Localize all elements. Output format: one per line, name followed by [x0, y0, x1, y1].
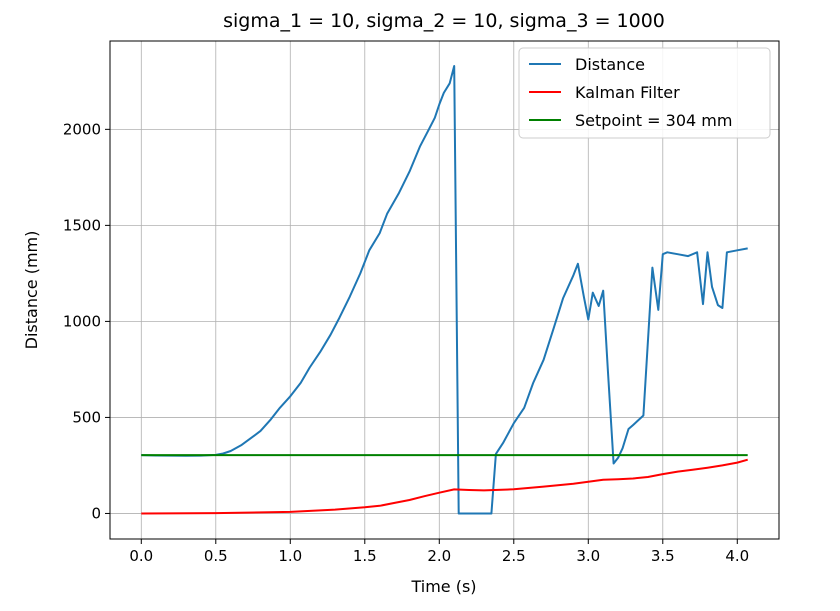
x-axis-label: Time (s) [410, 577, 476, 596]
y-axis-label: Distance (mm) [22, 231, 41, 350]
x-tick-label: 1.0 [278, 547, 302, 565]
x-tick-label: 0.5 [204, 547, 228, 565]
x-tick-label: 4.0 [725, 547, 749, 565]
x-tick-label: 0.0 [129, 547, 153, 565]
legend: Distance Kalman Filter Setpoint = 304 mm [518, 47, 771, 139]
x-tick-label: 2.5 [502, 547, 526, 565]
legend-box [518, 47, 771, 139]
x-tick-label: 2.0 [427, 547, 451, 565]
series-line-1 [141, 458, 748, 515]
x-axis-ticks: 0.0 0.5 1.0 1.5 2.0 2.5 3.0 3.5 4.0 [129, 539, 749, 565]
series-lines [141, 65, 748, 515]
legend-label: Kalman Filter [575, 83, 680, 102]
series-line-0 [141, 65, 748, 515]
axes-frame [109, 40, 780, 540]
x-tick-label: 3.0 [576, 547, 600, 565]
legend-label: Setpoint = 304 mm [575, 111, 732, 130]
y-tick-label: 1500 [63, 216, 101, 234]
y-tick-label: 2000 [63, 120, 101, 138]
x-tick-label: 1.5 [353, 547, 377, 565]
y-tick-label: 1000 [63, 312, 101, 330]
y-tick-label: 0 [91, 504, 101, 522]
x-tick-label: 3.5 [651, 547, 675, 565]
y-axis-ticks: 0 500 1000 1500 2000 [63, 120, 110, 522]
legend-label: Distance [575, 55, 645, 74]
y-tick-label: 500 [72, 408, 101, 426]
chart-title: sigma_1 = 10, sigma_2 = 10, sigma_3 = 10… [223, 10, 665, 32]
